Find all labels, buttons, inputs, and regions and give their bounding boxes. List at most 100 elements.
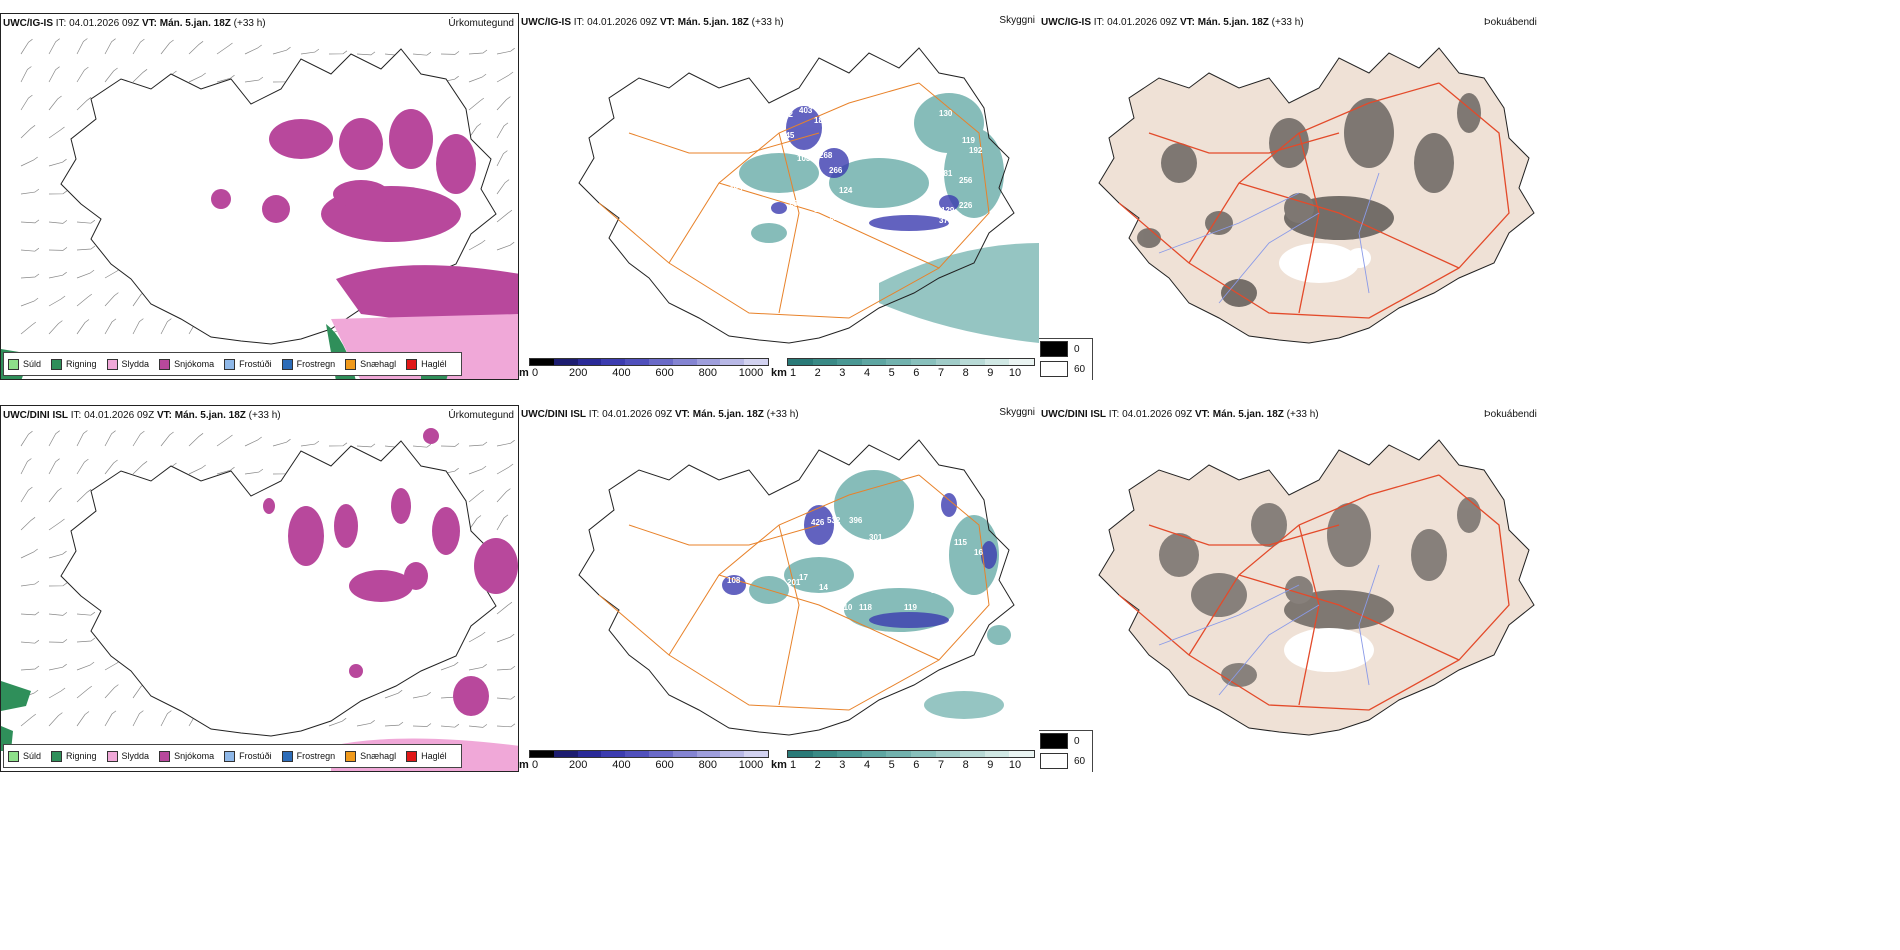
panel-header: UWC/IG-IS IT: 04.01.2026 09Z VT: Mán. 5.… — [3, 18, 266, 29]
river-line — [1158, 192, 1300, 254]
legend-swatch — [51, 358, 63, 370]
wind-barb — [216, 434, 233, 447]
wind-barb — [20, 517, 36, 531]
wind-barb — [328, 717, 347, 727]
wind-barb — [412, 51, 432, 56]
low-ceiling-areas — [771, 106, 959, 231]
wind-barb — [76, 685, 93, 699]
fog-shading — [1159, 497, 1481, 687]
legend-swatch — [106, 750, 118, 762]
wind-barb — [48, 612, 68, 616]
colorbar-swatch — [648, 751, 673, 757]
wind-barb — [496, 209, 513, 223]
vt-value: Mán. 5.jan. 18Z — [174, 410, 246, 421]
road-line — [718, 574, 940, 661]
legend-swatch — [1040, 733, 1068, 749]
wind-barb — [76, 319, 90, 335]
wind-barb — [440, 661, 459, 671]
colorbar-swatch — [577, 359, 602, 365]
legend-swatch — [345, 750, 357, 762]
panel-title: Úrkomutegund — [448, 410, 514, 421]
it-label: IT: — [573, 17, 585, 28]
it-value: 04.01.2026 09Z — [602, 409, 673, 420]
road-network — [1118, 82, 1510, 319]
wind-barb — [188, 41, 204, 55]
colorbar-swatch — [910, 751, 936, 757]
ceiling-height-label: 177 — [864, 209, 878, 218]
colorbar-tick-label: 6 — [913, 759, 920, 771]
river-line — [1218, 604, 1320, 696]
wind-barb — [468, 97, 485, 111]
wind-barb — [48, 712, 63, 727]
wind-barb — [48, 126, 65, 139]
lead-time: (+33 h) — [248, 410, 281, 421]
wind-barb — [496, 463, 514, 475]
panel-header: UWC/DINI ISL IT: 04.01.2026 09Z VT: Mán.… — [1041, 409, 1319, 420]
model-name: UWC/DINI ISL — [1041, 409, 1106, 420]
wind-barb — [20, 297, 39, 307]
wind-barb — [468, 441, 488, 447]
legend-item-snaehagl: Snæhagl — [345, 750, 396, 762]
legend-item-frostudi: Frostúði — [224, 358, 272, 370]
iceland-coastline — [1098, 47, 1535, 344]
wind-barb — [496, 488, 511, 503]
river-line — [1158, 584, 1300, 646]
wind-barb — [412, 443, 432, 448]
colorbar-swatch — [553, 359, 578, 365]
colorbar-tick-label: 7 — [937, 367, 945, 379]
wind-barb — [328, 442, 348, 447]
colorbar-tick-label: 1 — [789, 367, 797, 379]
wind-barb — [48, 320, 63, 335]
visibility-unit: km — [771, 759, 787, 771]
it-value: 04.01.2026 09Z — [587, 17, 658, 28]
wind-barb — [356, 720, 375, 727]
wind-barb — [468, 73, 487, 83]
colorbar-tick-label: 6 — [913, 367, 920, 379]
legend-item-snjokoma: Snjókoma — [159, 358, 214, 370]
ceiling-height-label: 9 — [969, 506, 974, 515]
legend-item-haglel: Haglél — [406, 750, 447, 762]
vt-label: VT: — [659, 17, 675, 28]
wind-barb — [216, 74, 235, 83]
wind-barb — [356, 51, 376, 56]
fog-legend: 0 60 — [1039, 730, 1093, 772]
legend-swatch — [345, 358, 357, 370]
wind-barb — [48, 190, 68, 195]
wind-barb — [76, 711, 90, 727]
iceland-coastline — [1098, 439, 1535, 736]
wind-barb — [496, 47, 515, 55]
wind-barb — [496, 179, 510, 195]
colorbar-tick-label: 4 — [863, 759, 871, 771]
ceiling-height-label: 12 — [784, 110, 793, 119]
wind-barb — [20, 580, 40, 587]
ceiling-colorbar: m 0 200 400 600 800 1000 — [519, 750, 769, 772]
colorbar-swatch — [935, 359, 961, 365]
fog-shading — [1137, 93, 1481, 307]
colorbar-tick-label: 2 — [814, 367, 821, 379]
colorbar-swatch — [812, 359, 838, 365]
wind-barb — [244, 76, 264, 83]
wind-barb — [20, 188, 40, 195]
colorbar-swatch — [886, 359, 911, 365]
legend-swatch — [281, 358, 293, 370]
ceiling-height-label: 239 — [789, 199, 803, 208]
wind-barb — [76, 661, 95, 671]
ceiling-height-label: 14 — [924, 578, 933, 587]
vt-value: Mán. 5.jan. 18Z — [159, 18, 231, 29]
colorbar-swatch — [886, 751, 911, 757]
colorbar-swatch — [960, 359, 985, 365]
colorbar-tick-label: 0 — [531, 367, 539, 379]
colorbar-tick-label: 2 — [814, 759, 821, 771]
panel-title: Þokuábendi — [1484, 17, 1537, 28]
legend-swatch — [1040, 361, 1068, 377]
road-line — [628, 524, 820, 546]
ceiling-height-label: 268 — [819, 151, 833, 160]
colorbar-swatch — [577, 751, 602, 757]
ceiling-height-label: 499 — [904, 94, 918, 103]
it-value: 04.01.2026 09Z — [69, 18, 140, 29]
wind-barb — [48, 295, 66, 307]
vt-label: VT: — [674, 409, 690, 420]
ceiling-height-label: 103 — [797, 154, 811, 163]
visibility-unit: km — [771, 367, 787, 379]
